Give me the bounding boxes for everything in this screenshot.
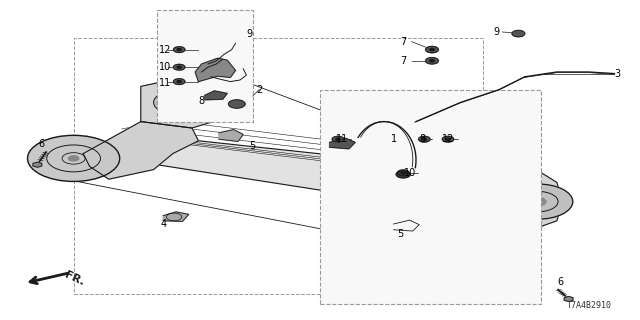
Circle shape (336, 138, 340, 140)
Text: 4: 4 (160, 219, 166, 229)
Polygon shape (394, 220, 419, 231)
Polygon shape (141, 77, 224, 128)
Text: 5: 5 (397, 228, 403, 239)
Circle shape (442, 136, 454, 142)
Text: 6: 6 (557, 276, 563, 287)
Text: 5: 5 (250, 140, 256, 151)
Polygon shape (330, 138, 355, 149)
Polygon shape (461, 166, 563, 237)
Text: 9: 9 (246, 28, 253, 39)
Text: 9: 9 (493, 27, 499, 37)
Polygon shape (205, 91, 227, 100)
Circle shape (397, 170, 409, 176)
Polygon shape (435, 160, 525, 208)
Text: 1: 1 (390, 134, 397, 144)
Text: 12: 12 (159, 44, 172, 55)
Circle shape (430, 48, 435, 51)
Polygon shape (163, 212, 189, 221)
Text: 10: 10 (403, 168, 416, 178)
Circle shape (430, 60, 435, 62)
Circle shape (228, 100, 245, 108)
Polygon shape (195, 58, 236, 82)
Bar (74, 38, 483, 294)
Text: 3: 3 (614, 68, 621, 79)
Circle shape (173, 64, 185, 70)
Text: 12: 12 (442, 134, 454, 144)
Circle shape (177, 49, 181, 51)
Circle shape (419, 136, 430, 142)
Circle shape (422, 138, 426, 140)
Circle shape (68, 156, 79, 161)
Circle shape (173, 47, 185, 52)
Circle shape (512, 30, 525, 37)
Circle shape (502, 184, 573, 219)
Circle shape (426, 46, 438, 53)
Text: 7: 7 (400, 56, 406, 66)
Text: 11: 11 (159, 78, 172, 88)
Text: 8: 8 (198, 96, 205, 106)
Bar (157, 10, 253, 122)
Text: 2: 2 (256, 84, 262, 95)
Polygon shape (96, 136, 486, 208)
Circle shape (401, 172, 405, 174)
Polygon shape (219, 130, 243, 141)
Polygon shape (564, 296, 573, 301)
Circle shape (28, 135, 120, 181)
Text: 8: 8 (419, 134, 426, 144)
Circle shape (177, 66, 181, 68)
Text: 6: 6 (38, 139, 45, 149)
Circle shape (173, 79, 185, 84)
Polygon shape (33, 162, 42, 167)
Circle shape (529, 197, 546, 206)
Circle shape (446, 138, 450, 140)
Bar (320, 90, 541, 304)
Circle shape (154, 90, 202, 115)
Circle shape (426, 58, 438, 64)
Text: 10: 10 (159, 62, 172, 72)
Polygon shape (83, 122, 198, 179)
Ellipse shape (493, 189, 524, 208)
Circle shape (332, 136, 344, 142)
Text: FR.: FR. (63, 270, 86, 288)
Text: 11: 11 (336, 134, 349, 144)
Text: 7: 7 (400, 36, 406, 47)
Circle shape (177, 81, 181, 83)
Circle shape (396, 171, 410, 178)
Text: T7A4B2910: T7A4B2910 (566, 301, 611, 310)
